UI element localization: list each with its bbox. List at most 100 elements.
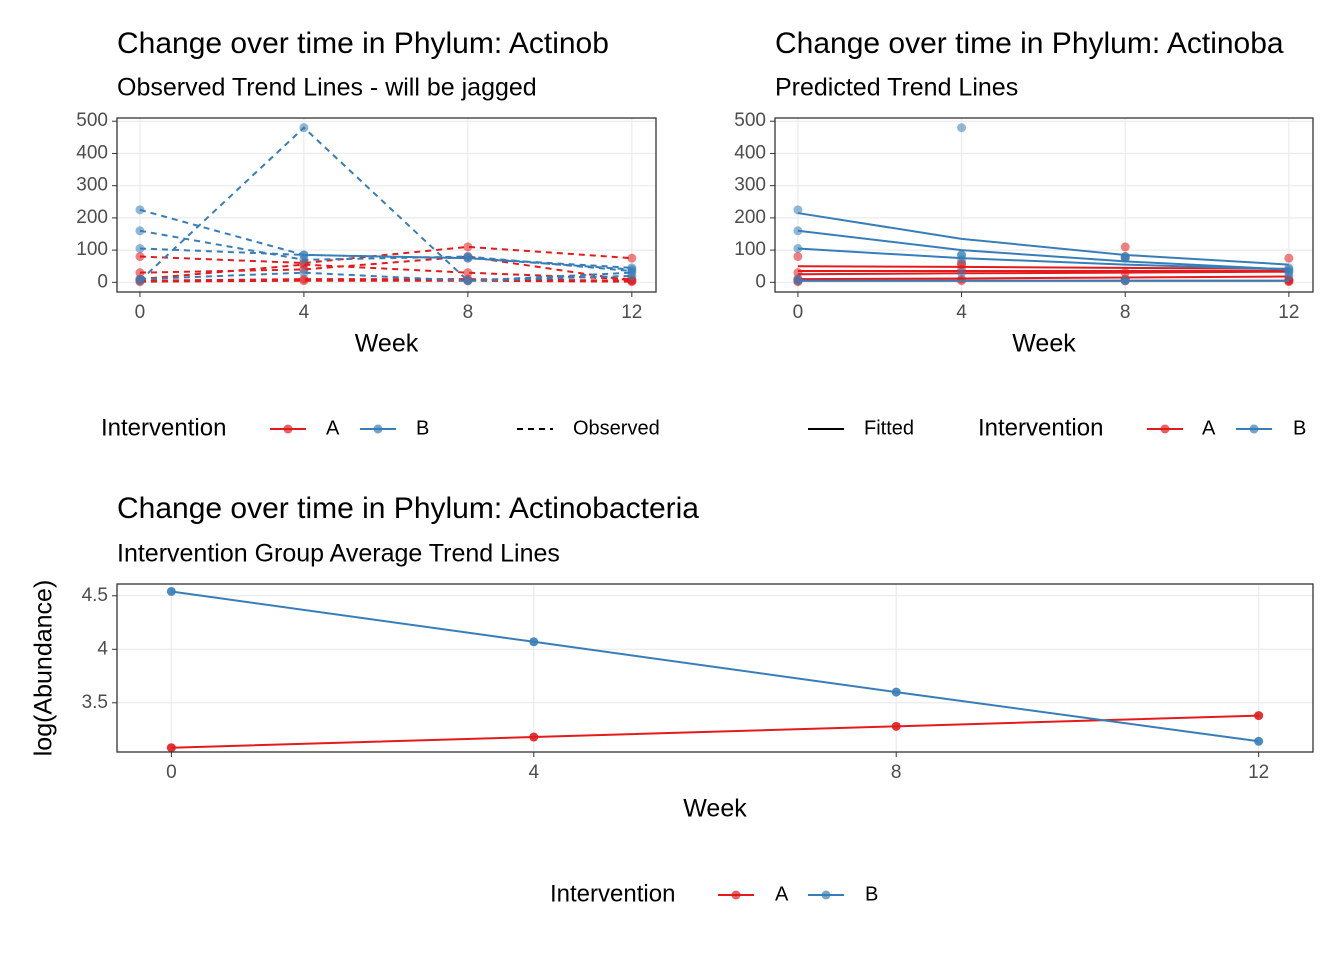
- y-tick-label: 200: [734, 207, 766, 228]
- data-point: [463, 268, 473, 278]
- x-tick-label: 4: [956, 302, 967, 323]
- legend-key: [1160, 424, 1170, 434]
- legend-label: Observed: [573, 417, 660, 439]
- y-tick-label: 100: [76, 239, 108, 260]
- y-tick-label: 500: [76, 110, 108, 131]
- y-tick-label: 400: [734, 142, 766, 163]
- x-tick-label: 12: [621, 302, 642, 323]
- data-point: [627, 271, 637, 281]
- x-tick-label: 8: [891, 762, 902, 783]
- data-point: [299, 268, 309, 278]
- data-point: [627, 253, 637, 263]
- y-tick-label: 0: [755, 271, 766, 292]
- y-tick-label: 0: [97, 271, 108, 292]
- legend-label: A: [326, 417, 340, 439]
- trend-line: [797, 229, 1289, 271]
- plot-border: [116, 117, 657, 293]
- y-tick-label: 4: [97, 638, 108, 659]
- data-point: [299, 123, 309, 133]
- chart-subtitle: Predicted Trend Lines: [775, 74, 1018, 102]
- chart-title: Change over time in Phylum: Actinoba: [775, 27, 1284, 60]
- trend-line: [797, 270, 1289, 276]
- trend-line: [171, 714, 1259, 749]
- trend-line: [139, 278, 632, 282]
- chart-subtitle: Observed Trend Lines - will be jagged: [117, 74, 537, 102]
- data-point: [891, 687, 901, 697]
- legend-key: [821, 890, 831, 900]
- plot-border: [116, 583, 1314, 753]
- data-point: [135, 226, 145, 236]
- data-point: [1120, 276, 1130, 286]
- x-tick-label: 12: [1248, 762, 1269, 783]
- data-point: [891, 721, 901, 731]
- trend-line: [139, 247, 632, 269]
- legend-title: Intervention: [101, 414, 226, 441]
- trend-line: [171, 590, 1259, 743]
- y-tick-label: 500: [734, 110, 766, 131]
- x-axis-label: Week: [683, 795, 747, 823]
- chart-title: Change over time in Phylum: Actinob: [117, 27, 609, 60]
- legend-key: [731, 890, 741, 900]
- data-point: [299, 276, 309, 286]
- trend-line: [797, 265, 1289, 270]
- data-point: [1254, 711, 1264, 721]
- data-point: [135, 244, 145, 253]
- data-point: [793, 252, 803, 262]
- trend-line: [139, 126, 632, 282]
- data-point: [793, 274, 803, 284]
- data-point: [793, 268, 803, 278]
- data-point: [793, 205, 803, 215]
- legend-label: Fitted: [864, 417, 914, 439]
- trend-line: [797, 275, 1289, 281]
- x-axis-label: Week: [1012, 330, 1076, 358]
- legend-key: [1249, 424, 1259, 434]
- plot-border: [774, 117, 1314, 293]
- y-tick-label: 300: [734, 175, 766, 196]
- x-tick-label: 4: [299, 302, 310, 323]
- data-point: [1120, 242, 1130, 252]
- legend-title: Intervention: [978, 414, 1103, 441]
- data-point: [793, 244, 803, 253]
- y-tick-label: 400: [76, 142, 108, 163]
- legend-label: B: [865, 883, 878, 905]
- plot-area: [775, 118, 1313, 292]
- data-point: [135, 252, 145, 262]
- data-point: [1120, 253, 1130, 263]
- y-axis-label: log(Abundance): [30, 580, 58, 757]
- x-tick-label: 12: [1278, 302, 1299, 323]
- data-point: [1254, 736, 1264, 746]
- y-tick-label: 300: [76, 175, 108, 196]
- legend-title: Intervention: [550, 880, 675, 907]
- data-point: [299, 250, 309, 260]
- data-point: [135, 274, 145, 284]
- x-tick-label: 0: [166, 762, 177, 783]
- data-point: [463, 276, 473, 286]
- trend-line: [139, 279, 632, 283]
- legend-label: A: [1202, 417, 1216, 439]
- x-tick-label: 4: [528, 762, 539, 783]
- y-tick-label: 200: [76, 207, 108, 228]
- legend-label: B: [416, 417, 429, 439]
- y-tick-label: 3.5: [82, 692, 108, 713]
- data-point: [793, 226, 803, 236]
- legend-key: [283, 424, 293, 434]
- data-point: [463, 253, 473, 263]
- legend-label: B: [1293, 417, 1306, 439]
- legend-key: [373, 424, 383, 434]
- y-tick-label: 4.5: [82, 585, 108, 606]
- trend-line: [139, 245, 632, 265]
- data-point: [135, 268, 145, 278]
- y-tick-label: 100: [734, 239, 766, 260]
- data-point: [166, 586, 176, 596]
- chart-title: Change over time in Phylum: Actinobacter…: [117, 492, 699, 525]
- x-axis-label: Week: [355, 330, 419, 358]
- data-point: [1284, 253, 1294, 263]
- data-point: [957, 250, 967, 260]
- x-tick-label: 0: [793, 302, 804, 323]
- data-point: [1120, 268, 1130, 278]
- trend-line: [797, 247, 1289, 271]
- chart-subtitle: Intervention Group Average Trend Lines: [117, 540, 560, 568]
- trend-line: [139, 271, 632, 282]
- data-point: [1284, 271, 1294, 281]
